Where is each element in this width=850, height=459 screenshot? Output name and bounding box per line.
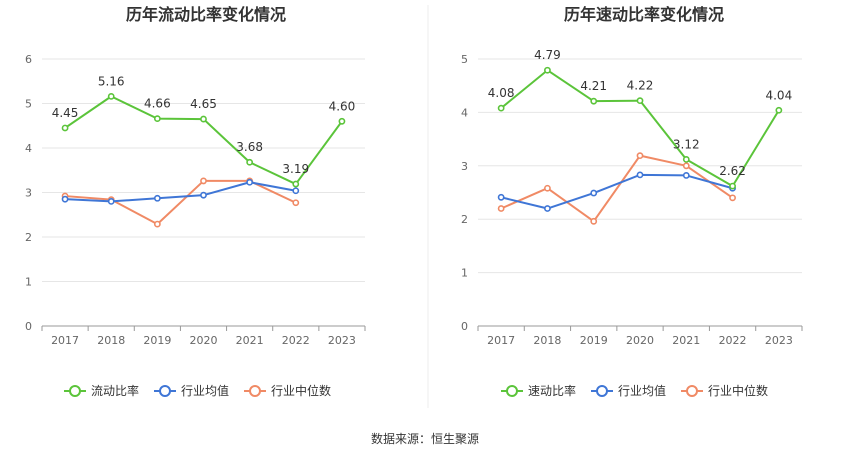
y-tick-label: 2: [25, 231, 32, 244]
y-tick-label: 4: [25, 142, 32, 155]
y-tick-label: 1: [25, 276, 32, 289]
data-point-median: [292, 199, 300, 207]
legend-label: 行业均值: [618, 383, 666, 398]
legend-marker-median: [249, 385, 261, 397]
legend-label: 行业中位数: [271, 383, 331, 398]
data-point-median: [729, 194, 736, 202]
data-label: 4.79: [534, 48, 561, 62]
data-point-median: [590, 217, 598, 225]
series-line-median: [500, 154, 734, 223]
data-point-median: [153, 220, 161, 228]
legend-marker-average: [596, 385, 608, 397]
data-label: 4.60: [329, 99, 356, 113]
data-point-average: [544, 205, 551, 212]
y-tick-label: 5: [461, 53, 468, 66]
x-tick-label: 2019: [580, 334, 608, 347]
x-tick-label: 2020: [626, 334, 654, 347]
series-line-median: [64, 179, 297, 226]
y-tick-label: 3: [25, 187, 32, 200]
x-tick-label: 2017: [51, 334, 79, 347]
data-point-average: [292, 187, 300, 195]
data-point-primary: [775, 106, 783, 114]
data-label: 3.68: [236, 140, 263, 154]
data-point-median: [682, 162, 690, 170]
data-point-primary: [200, 115, 207, 123]
y-tick-label: 5: [25, 98, 32, 111]
data-point-primary: [153, 115, 161, 123]
series-line-average: [65, 181, 296, 203]
x-tick-label: 2022: [282, 334, 310, 347]
data-point-median: [497, 205, 505, 212]
chart-title: 历年流动比率变化情况: [126, 5, 286, 24]
data-label: 4.08: [488, 86, 515, 100]
data-point-primary: [497, 104, 505, 112]
legend-marker-average: [159, 385, 171, 397]
data-point-median: [544, 184, 551, 192]
data-point-primary: [292, 180, 300, 188]
legend-label: 行业均值: [181, 383, 229, 398]
x-tick-label: 2022: [719, 334, 747, 347]
y-tick-label: 6: [25, 53, 32, 66]
data-label: 4.66: [144, 97, 171, 111]
legend-marker-median: [686, 385, 698, 397]
legend-label: 流动比率: [91, 383, 139, 398]
x-tick-label: 2021: [672, 334, 700, 347]
x-tick-label: 2023: [328, 334, 356, 347]
x-tick-label: 2017: [487, 334, 515, 347]
data-point-average: [153, 194, 161, 202]
data-point-primary: [729, 182, 736, 190]
data-point-primary: [636, 97, 644, 105]
data-label: 5.16: [98, 74, 125, 88]
chart-title: 历年速动比率变化情况: [564, 5, 724, 24]
data-point-average: [107, 197, 115, 205]
data-label: 4.04: [765, 88, 792, 102]
data-point-average: [497, 193, 505, 201]
series-line-average: [500, 173, 733, 210]
data-point-average: [246, 178, 254, 186]
data-point-average: [636, 171, 644, 179]
x-tick-label: 2019: [143, 334, 171, 347]
data-label: 3.19: [282, 162, 309, 176]
y-tick-label: 2: [461, 213, 468, 226]
legend-label: 行业中位数: [708, 383, 768, 398]
legend-marker-primary: [69, 385, 81, 397]
legend-label: 速动比率: [528, 383, 576, 398]
data-point-primary: [246, 158, 254, 166]
x-tick-label: 2023: [765, 334, 793, 347]
data-label: 4.45: [52, 106, 79, 120]
data-label: 2.62: [719, 164, 746, 178]
data-point-average: [200, 191, 207, 199]
y-tick-label: 0: [461, 320, 468, 333]
data-point-average: [590, 189, 598, 197]
x-tick-label: 2021: [236, 334, 264, 347]
current-ratio-chart: 历年流动比率变化情况 0 1 2 3 4 5 6 2017 2018 2019 2020 2021 202…: [25, 5, 366, 398]
data-point-primary: [544, 66, 551, 74]
data-source-note: 数据来源：恒生聚源: [371, 431, 479, 446]
data-label: 3.12: [673, 137, 700, 151]
data-point-average: [682, 172, 690, 179]
legend-marker-primary: [506, 385, 518, 397]
y-tick-label: 1: [461, 267, 468, 280]
data-point-primary: [590, 97, 598, 105]
y-tick-label: 4: [461, 106, 468, 119]
y-tick-label: 0: [25, 320, 32, 333]
y-tick-label: 3: [461, 160, 468, 173]
data-point-primary: [682, 155, 690, 163]
quick-ratio-chart: 历年速动比率变化情况 0 1 2 3 4 5 2017 2018 2019 2020 2021 2022…: [461, 5, 803, 398]
data-point-primary: [338, 117, 346, 125]
x-tick-label: 2020: [190, 334, 218, 347]
data-label: 4.21: [580, 79, 607, 93]
data-point-primary: [107, 92, 115, 100]
data-point-primary: [61, 124, 69, 132]
data-label: 4.22: [627, 79, 654, 93]
data-label: 4.65: [190, 97, 217, 111]
x-tick-label: 2018: [97, 334, 125, 347]
data-point-median: [200, 177, 207, 185]
data-point-median: [636, 152, 644, 160]
data-point-average: [61, 195, 69, 203]
x-tick-label: 2018: [533, 334, 561, 347]
